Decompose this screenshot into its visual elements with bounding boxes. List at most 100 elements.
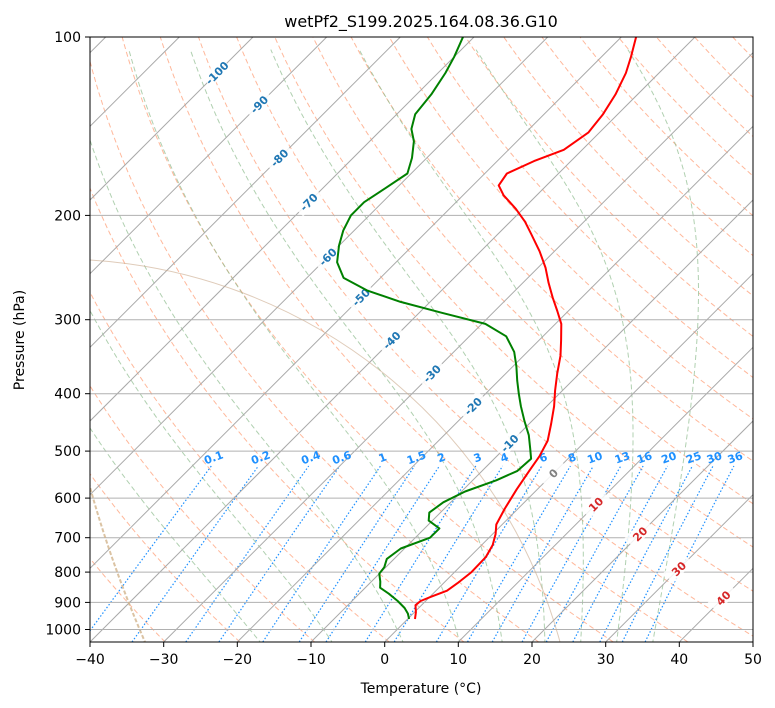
- isotherm-line: [90, 37, 328, 275]
- isotherm-line: [752, 641, 753, 642]
- isotherm-label-bg: [345, 281, 376, 312]
- dry-adiabat-line: [274, 37, 753, 548]
- x-axis-label: Temperature (°C): [360, 681, 482, 697]
- isotherm-line: [90, 37, 401, 349]
- dry-adiabat-line: [90, 186, 465, 642]
- moist-adiabat-line: [627, 49, 699, 642]
- isotherm-line: [605, 493, 753, 642]
- mixing-ratio-line: [325, 465, 440, 642]
- chart-title: wetPf2_S199.2025.164.08.36.G10: [284, 12, 558, 32]
- y-tick-label: 400: [54, 387, 81, 403]
- isotherm-line: [90, 37, 549, 496]
- isotherm-label-bg: [580, 488, 611, 519]
- dry-adiabat-line: [732, 37, 753, 59]
- dry-adiabat-line: [388, 37, 753, 420]
- mixing-ratio-label: 3: [472, 450, 484, 465]
- x-tick-label: 20: [523, 652, 541, 668]
- isotherm-label-bg: [293, 186, 323, 217]
- mixing-ratio-labels: 0.1 0.2 0.4 0.6 1 1.5 2 3 4 6 8 10 13 16 20 25 30 36: [202, 448, 745, 467]
- dry-adiabat-line: [503, 37, 753, 297]
- mixing-ratio-line: [599, 465, 693, 642]
- mixing-ratio-label: 0.2: [249, 448, 272, 467]
- sounding-series: [336, 37, 638, 620]
- mixing-ratio-line: [572, 465, 669, 642]
- isotherm-label-bg: [663, 553, 693, 583]
- mixing-ratio-line: [621, 465, 714, 642]
- mixing-ratio-label: 16: [635, 449, 654, 467]
- isotherms: [90, 37, 753, 642]
- reference-arc: [90, 259, 561, 642]
- mixing-ratio-line: [435, 465, 543, 642]
- moist-adiabat-line: [90, 309, 333, 642]
- isotherm-label-bg: [624, 518, 655, 549]
- isotherm-label-bg: [263, 142, 294, 173]
- mixing-ratio-line: [185, 465, 310, 642]
- isotherm-line: [236, 125, 753, 642]
- outer-reference-curve: [90, 259, 561, 642]
- y-tick-label: 500: [54, 444, 81, 460]
- x-tick-label: 40: [670, 652, 688, 668]
- temperature-profile-line: [414, 37, 638, 620]
- mixing-ratio-label: 1: [377, 450, 389, 465]
- dewpoint-profile-line: [336, 37, 533, 620]
- mixing-ratio-label: 30: [705, 449, 724, 467]
- dry-adiabat-line: [541, 37, 753, 257]
- mixing-ratio-line: [521, 465, 622, 642]
- x-tick-label: −10: [296, 652, 326, 668]
- isotherm-label-bg: [376, 324, 406, 355]
- mixing-ratio-label: 8: [566, 450, 578, 465]
- isotherm-line: [310, 199, 753, 642]
- moist-adiabat-line: [475, 49, 634, 642]
- isotherm-label-bg: [312, 241, 342, 272]
- mixing-ratio-line: [491, 465, 594, 642]
- mixing-ratio-label: 10: [585, 449, 604, 467]
- dry-adiabats: [90, 37, 753, 642]
- isotherm-label-bg: [201, 57, 232, 88]
- isotherm-line: [457, 346, 753, 642]
- x-tick-label: −40: [75, 652, 105, 668]
- dry-adiabat-line: [579, 37, 753, 217]
- y-tick-label: 800: [54, 565, 81, 581]
- isotherm-label-bg: [494, 427, 524, 458]
- mixing-ratio-label: 20: [660, 449, 679, 467]
- y-axis-ticks: 1000 900 800 700 600 500 400 300 200 100: [45, 30, 90, 639]
- mixing-ratio-label: 0.4: [300, 448, 323, 467]
- y-tick-label: 200: [54, 208, 81, 224]
- x-tick-label: −30: [149, 652, 179, 668]
- dry-adiabat-line: [465, 37, 753, 338]
- mixing-ratio-label: 6: [538, 450, 550, 465]
- mixing-ratio-label: 4: [499, 450, 511, 465]
- x-tick-label: 0: [380, 652, 389, 668]
- mixing-ratio-line: [131, 465, 259, 642]
- reference-curve: [90, 483, 146, 642]
- isotherm-label-bg: [537, 457, 568, 488]
- plot-area: -100-90-80-70-60-50-40-30-20-10010203040…: [90, 37, 753, 642]
- moist-adiabat-line: [128, 49, 461, 642]
- y-axis-label: Pressure (hPa): [12, 290, 28, 390]
- dry-adiabat-line: [90, 384, 315, 642]
- dry-adiabat-line: [90, 59, 539, 642]
- isotherm-line: [90, 37, 475, 422]
- dry-adiabat-line: [159, 37, 689, 642]
- mixing-ratio-line: [364, 465, 477, 642]
- isotherm-line: [90, 37, 254, 201]
- mixing-ratio-label: 0.1: [202, 448, 225, 467]
- moist-adiabat-line: [90, 138, 404, 642]
- y-tick-label: 300: [54, 313, 81, 329]
- isotherm-line: [384, 272, 753, 642]
- dry-adiabat-line: [656, 37, 753, 138]
- mixing-ratio-label: 2: [436, 450, 448, 465]
- y-tick-label: 600: [54, 491, 81, 507]
- y-tick-label: 100: [54, 30, 81, 46]
- mixing-ratio-label: 1.5: [405, 448, 428, 467]
- isotherm-line: [531, 420, 753, 642]
- dry-adiabat-line: [90, 291, 390, 642]
- x-tick-label: 30: [597, 652, 615, 668]
- dry-adiabat-line: [350, 37, 753, 462]
- pressure-gridlines: [90, 37, 753, 630]
- mixing-ratio-label: 0.6: [330, 448, 353, 467]
- dry-adiabat-line: [121, 37, 614, 642]
- x-axis-ticks: −40 −30 −20 −10 0 10 20 30 40 50: [75, 642, 762, 668]
